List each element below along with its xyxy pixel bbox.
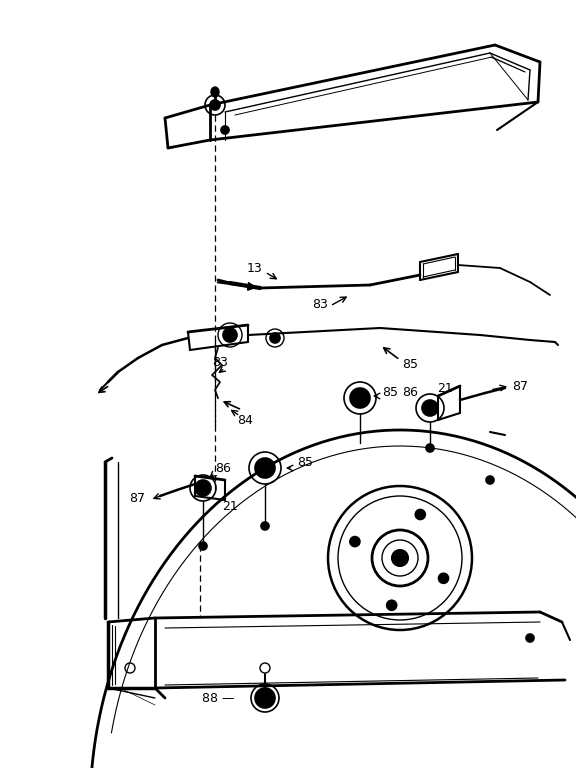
Circle shape [221, 126, 229, 134]
Circle shape [438, 573, 449, 583]
Circle shape [486, 476, 494, 484]
Circle shape [415, 509, 425, 519]
Text: 13: 13 [247, 261, 263, 274]
Circle shape [350, 388, 370, 408]
Circle shape [526, 634, 534, 642]
Circle shape [223, 328, 237, 342]
Circle shape [199, 542, 207, 550]
Text: 87: 87 [512, 379, 528, 392]
Circle shape [210, 100, 220, 110]
Circle shape [261, 522, 269, 530]
Text: 85: 85 [382, 386, 398, 399]
Text: 85: 85 [297, 456, 313, 469]
Circle shape [422, 400, 438, 416]
Circle shape [426, 444, 434, 452]
Text: 21: 21 [437, 382, 453, 395]
Circle shape [392, 550, 408, 566]
Text: 86: 86 [215, 462, 231, 475]
Circle shape [386, 601, 397, 611]
Circle shape [270, 333, 280, 343]
Ellipse shape [211, 87, 219, 97]
Text: 85: 85 [402, 359, 418, 372]
Text: 21: 21 [222, 499, 238, 512]
Text: 88 —: 88 — [203, 691, 235, 704]
Text: 87: 87 [129, 492, 145, 505]
Text: 83: 83 [312, 299, 328, 312]
Text: 84: 84 [237, 413, 253, 426]
Text: 86: 86 [402, 386, 418, 399]
Circle shape [195, 480, 211, 496]
Circle shape [350, 537, 360, 547]
Text: 83: 83 [212, 356, 228, 369]
Circle shape [255, 458, 275, 478]
Circle shape [255, 688, 275, 708]
